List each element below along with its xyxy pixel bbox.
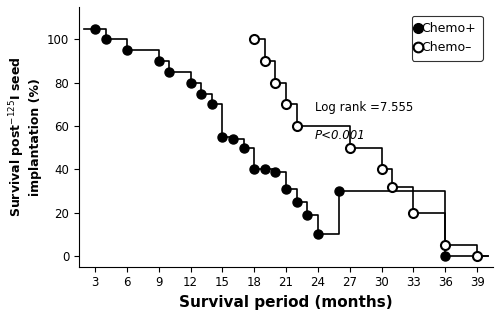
Y-axis label: Survival post$^{-125}$I seed
implantation (%): Survival post$^{-125}$I seed implantatio… <box>7 57 42 217</box>
Text: Log rank =7.555: Log rank =7.555 <box>315 101 414 114</box>
X-axis label: Survival period (months): Survival period (months) <box>180 295 393 310</box>
Text: P<0.001: P<0.001 <box>315 129 366 142</box>
Legend: Chemo+, Chemo–: Chemo+, Chemo– <box>412 16 482 61</box>
